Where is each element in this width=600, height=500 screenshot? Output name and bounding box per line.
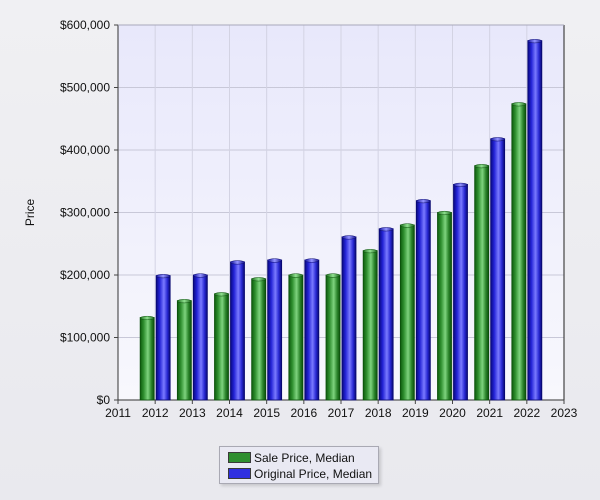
x-axis-ticks: 2011 2012 2013 2014 2015 2016 2017 2018 2019 2020… (105, 400, 578, 420)
bar-sale-price (176, 300, 192, 401)
legend-item-original-price: Original Price, Median (228, 466, 373, 481)
bar-cap-sale-price (362, 249, 378, 254)
x-tick-label: 2011 (105, 406, 131, 420)
y-tick-label: $500,000 (60, 81, 110, 95)
bar-original-price (155, 275, 171, 401)
bar-original-price (267, 259, 283, 401)
y-tick-label: $100,000 (60, 331, 110, 345)
bar-sale-price (399, 224, 415, 401)
x-tick-label: 2016 (290, 406, 317, 420)
bar-cap-original-price (527, 39, 543, 44)
y-axis-label: Price (23, 199, 37, 227)
bar-original-price (230, 261, 245, 401)
bar-cap-sale-price (177, 299, 192, 304)
bar-cap-original-price (378, 227, 394, 232)
legend-item-sale-price: Sale Price, Median (228, 450, 370, 465)
bars (139, 39, 543, 401)
bar-sale-price (325, 274, 341, 401)
x-tick-label: 2021 (476, 406, 503, 420)
bar-cap-sale-price (251, 277, 266, 282)
bar-sale-price (511, 103, 527, 401)
bar-sale-price (214, 293, 229, 401)
bar-cap-original-price (155, 274, 171, 279)
bar-sale-price (251, 278, 267, 401)
x-tick-label: 2020 (439, 406, 466, 420)
y-tick-label: $300,000 (60, 206, 110, 220)
x-tick-label: 2019 (402, 406, 429, 420)
bar-sale-price (288, 274, 304, 401)
x-tick-label: 2018 (365, 406, 392, 420)
bar-cap-original-price (490, 137, 505, 142)
y-tick-label: $400,000 (60, 143, 110, 157)
bar-cap-original-price (304, 258, 320, 263)
bar-cap-original-price (341, 235, 357, 240)
bar-sale-price (362, 250, 378, 401)
bar-cap-sale-price (325, 273, 341, 278)
bar-sale-price (437, 212, 452, 401)
x-tick-label: 2015 (253, 406, 280, 420)
bar-sale-price (139, 317, 155, 401)
bar-cap-original-price (453, 182, 468, 187)
y-tick-label: $600,000 (60, 18, 110, 32)
bar-cap-original-price (230, 260, 245, 265)
x-tick-label: 2023 (551, 406, 578, 420)
x-tick-label: 2013 (179, 406, 206, 420)
bar-cap-sale-price (288, 273, 304, 278)
bar-original-price (341, 236, 357, 401)
bar-original-price (304, 259, 320, 401)
bar-cap-sale-price (511, 102, 527, 107)
bar-cap-sale-price (437, 210, 452, 216)
legend-swatch-original-price (228, 468, 251, 479)
x-tick-label: 2012 (142, 406, 169, 420)
x-tick-label: 2017 (328, 406, 355, 420)
x-tick-label: 2022 (513, 406, 540, 420)
chart-legend: Sale Price, Median Original Price, Media… (219, 446, 379, 484)
y-tick-label: $0 (97, 393, 111, 407)
bar-original-price (415, 200, 431, 401)
bar-cap-original-price (267, 258, 282, 263)
bar-cap-original-price (416, 199, 431, 204)
bar-original-price (490, 138, 506, 401)
grid-lines (118, 24, 564, 400)
bar-cap-sale-price (139, 315, 155, 321)
bar-original-price (192, 274, 208, 401)
bar-cap-sale-price (400, 223, 415, 228)
x-tick-label: 2014 (216, 406, 243, 420)
legend-label-sale-price: Sale Price, Median (254, 450, 355, 465)
legend-label-original-price: Original Price, Median (254, 466, 373, 481)
y-axis-ticks: $0 $100,000 $200,000 $300,000 $400,000 $500,0… (60, 18, 118, 407)
bar-original-price (378, 228, 394, 401)
bar-cap-sale-price (214, 292, 229, 297)
bar-cap-original-price (193, 273, 208, 278)
bar-sale-price (474, 165, 490, 401)
bar-original-price (453, 183, 468, 401)
y-tick-label: $200,000 (60, 268, 110, 282)
legend-swatch-sale-price (228, 452, 251, 463)
bar-cap-sale-price (474, 164, 489, 169)
bar-original-price (527, 40, 543, 401)
